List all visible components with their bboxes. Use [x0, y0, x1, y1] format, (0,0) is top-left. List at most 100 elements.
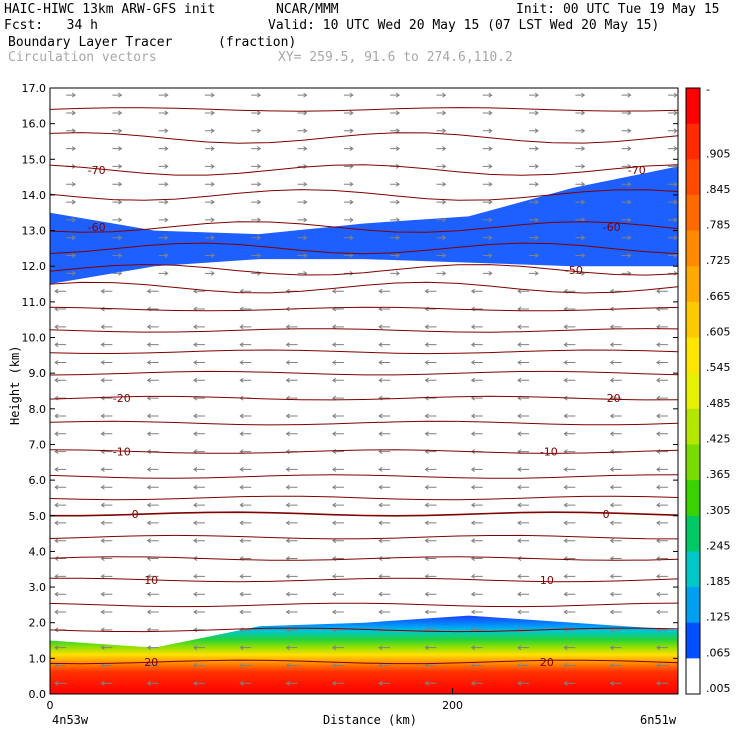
- circulation-vector: [378, 663, 391, 668]
- circulation-vector: [424, 413, 437, 419]
- circulation-vector: [112, 181, 123, 187]
- circulation-vector: [609, 538, 622, 544]
- circulation-vector: [517, 484, 530, 490]
- circulation-vector: [100, 395, 113, 401]
- temperature-contour: [49, 221, 679, 233]
- circulation-vector: [100, 342, 113, 348]
- y-axis-label: Height (km): [8, 345, 22, 425]
- circulation-vector: [517, 645, 530, 651]
- circulation-vector: [621, 128, 632, 134]
- circulation-vector: [285, 663, 298, 668]
- temperature-contour: [49, 577, 679, 583]
- circulation-vector: [54, 324, 67, 330]
- circulation-vector: [517, 502, 530, 508]
- circulation-vector: [66, 181, 77, 187]
- circulation-vector: [66, 217, 77, 223]
- circulation-vector: [158, 164, 169, 169]
- circulation-vector: [529, 92, 539, 98]
- circulation-vector: [575, 146, 586, 152]
- circulation-vector: [424, 663, 437, 668]
- circulation-vector: [331, 663, 344, 668]
- contour-label: -70: [88, 164, 106, 177]
- circulation-vector: [54, 360, 67, 365]
- circulation-vector: [146, 484, 159, 490]
- x-right-endpoint: 6n51w: [640, 713, 677, 727]
- colorbar-label: .005: [706, 682, 731, 695]
- circulation-vector: [146, 645, 159, 651]
- circulation-vector: [239, 360, 252, 365]
- circulation-vector: [239, 591, 252, 597]
- circulation-vector: [378, 324, 391, 330]
- overlay-name: Circulation vectors: [8, 50, 157, 65]
- plot-frame: [49, 87, 679, 695]
- circulation-vector: [193, 431, 205, 437]
- circulation-vector: [470, 520, 483, 526]
- colorbar-swatch: [686, 515, 700, 552]
- circulation-vector: [609, 467, 622, 472]
- colorbar-label: .365: [706, 468, 731, 481]
- contour-label: -10: [540, 446, 558, 459]
- circulation-vector: [66, 235, 77, 241]
- circulation-vector: [378, 431, 391, 437]
- circulation-vector: [656, 645, 668, 651]
- circulation-vector: [146, 431, 159, 437]
- circulation-vector: [239, 342, 252, 348]
- circulation-vector: [621, 92, 632, 98]
- circulation-vector: [482, 164, 493, 169]
- circulation-vector: [343, 110, 354, 116]
- circulation-vector: [378, 591, 391, 597]
- circulation-vector: [251, 181, 262, 187]
- circulation-vector: [470, 609, 483, 615]
- temperature-contour: [49, 659, 679, 665]
- y-tick-label: 2.0: [29, 617, 47, 630]
- circulation-vector: [621, 110, 632, 116]
- circulation-vector: [204, 235, 215, 241]
- circulation-vector: [251, 164, 262, 169]
- circulation-vector: [609, 342, 622, 348]
- circulation-vector: [609, 484, 622, 490]
- circulation-vector: [667, 146, 678, 152]
- circulation-vector: [343, 128, 354, 134]
- circulation-vector: [621, 235, 632, 241]
- circulation-vector: [251, 217, 262, 223]
- circulation-vector: [667, 181, 678, 187]
- circulation-vector: [285, 645, 298, 651]
- circulation-vector: [436, 92, 447, 98]
- circulation-vector: [656, 324, 668, 330]
- circulation-vector: [378, 342, 391, 348]
- circulation-vector: [621, 217, 632, 223]
- y-tick-label: 16.0: [22, 118, 47, 131]
- circulation-vector: [146, 573, 159, 579]
- circulation-vector: [529, 164, 539, 169]
- circulation-vector: [331, 413, 344, 419]
- circulation-vector: [158, 270, 169, 276]
- circulation-vector: [563, 609, 576, 615]
- temperature-contour: [49, 602, 679, 608]
- circulation-vector: [54, 573, 67, 579]
- circulation-vector: [424, 467, 437, 472]
- circulation-vector: [193, 502, 205, 508]
- contour-label: 10: [144, 574, 158, 587]
- circulation-vector: [436, 253, 447, 258]
- circulation-vector: [146, 467, 159, 472]
- circulation-vector: [424, 431, 437, 437]
- circulation-vector: [482, 92, 493, 98]
- circulation-vector: [656, 591, 668, 597]
- colorbar-swatch: [686, 408, 700, 445]
- circulation-vector: [112, 146, 123, 152]
- circulation-vector: [297, 217, 308, 223]
- circulation-vector: [239, 663, 252, 668]
- circulation-vector: [297, 164, 308, 169]
- colorbar-label: .545: [706, 361, 731, 374]
- circulation-vector: [66, 146, 77, 152]
- circulation-vector: [470, 591, 483, 597]
- circulation-vector: [378, 484, 391, 490]
- circulation-vector: [390, 199, 401, 205]
- circulation-vector: [470, 360, 483, 365]
- circulation-vector: [331, 324, 344, 330]
- circulation-vector: [285, 573, 298, 579]
- circulation-vector: [529, 110, 539, 116]
- circulation-vector: [563, 680, 576, 686]
- circulation-vector: [112, 128, 123, 134]
